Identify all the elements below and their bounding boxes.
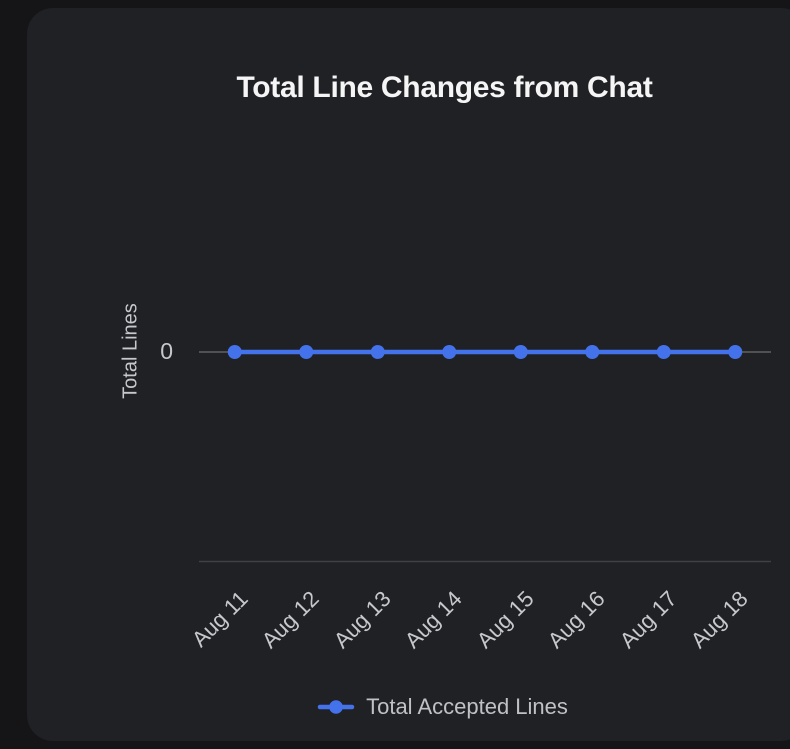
- data-point[interactable]: [656, 345, 671, 359]
- data-point[interactable]: [299, 345, 314, 359]
- chart-title: Total Line Changes from Chat: [236, 71, 653, 104]
- data-point[interactable]: [728, 345, 743, 359]
- legend-line-marker-icon: [317, 700, 355, 714]
- chart-card: Total Line Changes from Chat Total Lines…: [27, 8, 790, 741]
- legend-label: Total Accepted Lines: [366, 694, 568, 719]
- line-chart-plot[interactable]: [27, 8, 790, 749]
- data-point[interactable]: [585, 345, 600, 359]
- data-point[interactable]: [227, 345, 242, 359]
- data-point[interactable]: [513, 345, 528, 359]
- y-tick-label: 0: [160, 338, 173, 364]
- data-point[interactable]: [370, 345, 385, 359]
- legend[interactable]: Total Accepted Lines: [61, 694, 790, 720]
- data-point[interactable]: [442, 345, 457, 359]
